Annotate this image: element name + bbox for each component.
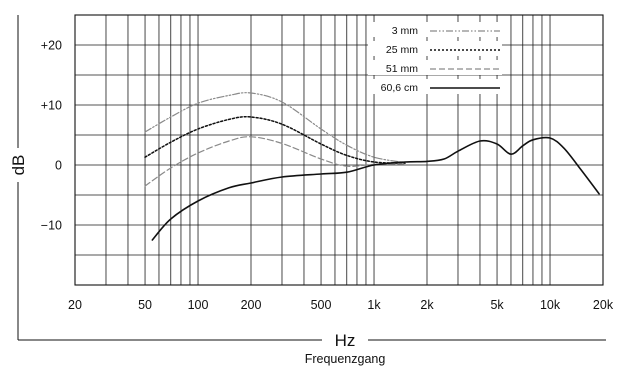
legend-background	[368, 41, 502, 56]
y-axis-title: dB	[9, 155, 28, 176]
legend-label: 25 mm	[386, 44, 418, 56]
series-line-1	[144, 92, 406, 164]
x-tick-label: 1k	[367, 298, 381, 312]
x-tick-label: 200	[241, 298, 262, 312]
x-axis-title: Hz	[335, 331, 356, 350]
y-tick-label: +10	[41, 99, 62, 113]
legend-background	[368, 60, 502, 75]
tick-labels: 20 50 100 200 500 1k 2k 5k 10k 20k +20 +10 0 −10	[41, 39, 614, 313]
series-line-4	[151, 136, 600, 241]
legend-label: 3 mm	[392, 25, 419, 37]
legend-label: 51 mm	[386, 63, 418, 75]
legend-background	[368, 22, 502, 37]
legend-background	[368, 79, 502, 94]
series-lines	[144, 92, 600, 241]
axis-titles: dB Hz Frequenzgang	[9, 15, 606, 366]
y-tick-label: +20	[41, 39, 62, 53]
series-line-2	[144, 116, 406, 164]
x-tick-label: 10k	[540, 298, 561, 312]
plot-border	[74, 14, 604, 286]
legend: 3 mm 25 mm 51 mm 60,6 cm	[368, 22, 502, 94]
y-tick-label: −10	[41, 219, 62, 233]
x-tick-label: 100	[188, 298, 209, 312]
x-tick-label: 500	[311, 298, 332, 312]
grid	[75, 15, 603, 285]
plot-frame	[74, 14, 604, 286]
series-line-3	[144, 136, 406, 187]
x-tick-label: 20k	[593, 298, 614, 312]
x-tick-label: 2k	[420, 298, 434, 312]
chart-caption: Frequenzgang	[305, 352, 386, 366]
y-tick-label: 0	[55, 159, 62, 173]
x-tick-label: 5k	[490, 298, 504, 312]
x-tick-label: 20	[68, 298, 82, 312]
x-tick-label: 50	[138, 298, 152, 312]
legend-label: 60,6 cm	[381, 82, 419, 94]
